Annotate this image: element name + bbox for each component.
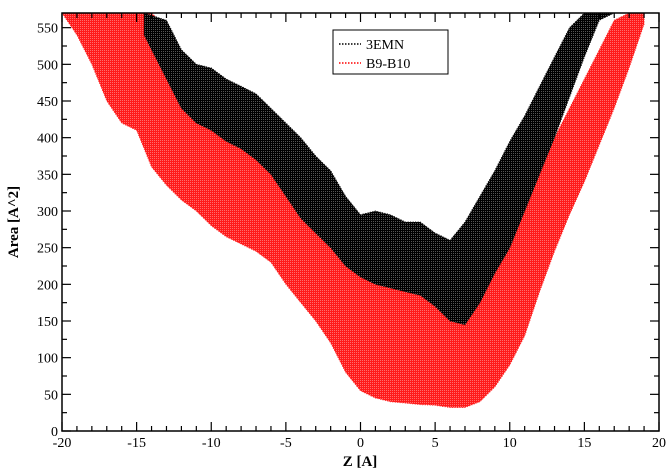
x-tick-label: 20 <box>652 436 666 451</box>
y-tick-label: 300 <box>37 205 58 220</box>
y-tick-label: 250 <box>37 242 58 257</box>
y-tick-label: 500 <box>37 58 58 73</box>
y-tick-label: 50 <box>44 388 58 403</box>
x-tick-label: -10 <box>202 436 221 451</box>
x-tick-label: 0 <box>357 436 364 451</box>
legend: 3EMN B9-B10 <box>332 29 449 75</box>
axes <box>61 12 660 432</box>
legend-label-3emn: 3EMN <box>366 38 404 53</box>
x-tick-label: -5 <box>280 436 292 451</box>
x-tick-label: -20 <box>53 436 72 451</box>
y-tick-label: 450 <box>37 95 58 110</box>
y-tick-label: 550 <box>37 22 58 37</box>
y-tick-label: 0 <box>51 425 58 440</box>
x-tick-label: -15 <box>127 436 146 451</box>
legend-label-b9-b10: B9-B10 <box>366 57 410 72</box>
x-axis-title: Z [A] <box>343 454 378 470</box>
x-tick-label: 15 <box>577 436 591 451</box>
y-tick-label: 100 <box>37 352 58 367</box>
plot-area <box>62 13 645 408</box>
y-tick-label: 150 <box>37 315 58 330</box>
tick-labels: -20 -15 -10 -5 0 5 10 15 20050100150200250300350… <box>37 22 666 451</box>
series-band-3emn <box>143 13 615 326</box>
y-axis-title: Area [A^2] <box>6 186 22 258</box>
y-tick-label: 200 <box>37 278 58 293</box>
x-tick-label: 5 <box>432 436 439 451</box>
x-tick-label: 10 <box>503 436 517 451</box>
y-tick-label: 400 <box>37 132 58 147</box>
legend-box <box>332 29 449 75</box>
y-tick-label: 350 <box>37 168 58 183</box>
